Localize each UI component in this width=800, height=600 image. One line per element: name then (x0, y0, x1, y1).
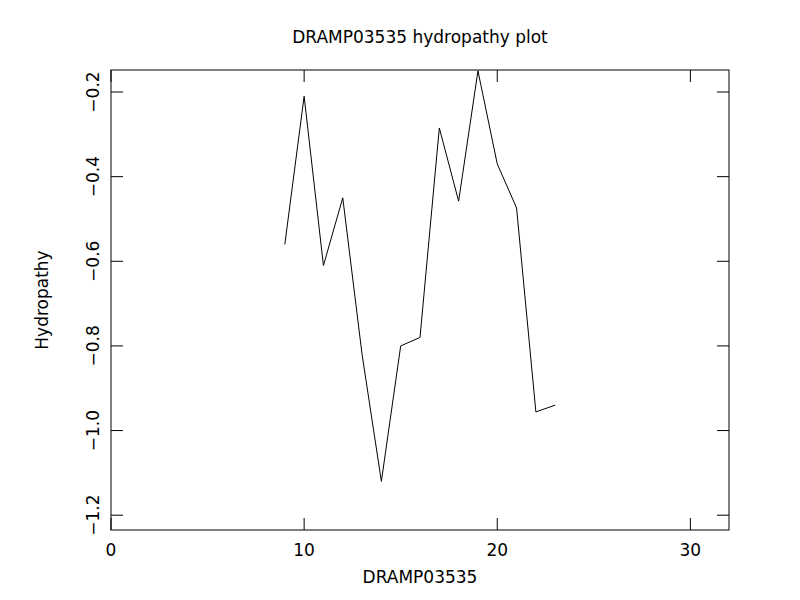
chart: 0 10 20 30 −0.2 −0.4 −0.6 −0.8 −1.0 −1.2 DRAMP0353… (0, 0, 800, 600)
y-tick (717, 430, 729, 431)
x-tick-label: 0 (106, 540, 117, 560)
y-tick (717, 92, 729, 93)
plot-area (285, 71, 555, 481)
y-tick (717, 261, 729, 262)
y-axis-label: Hydropathy (32, 250, 52, 349)
y-tick-label: −1.2 (83, 495, 103, 536)
y-tick-label: −0.4 (83, 156, 103, 197)
x-tick (690, 70, 691, 82)
y-tick-label: −0.2 (83, 71, 103, 112)
y-tick-label: −1.0 (83, 410, 103, 451)
x-tick (690, 518, 691, 530)
y-tick (111, 430, 123, 431)
y-tick-label: −0.8 (83, 325, 103, 366)
y-tick (111, 345, 123, 346)
x-tick (497, 518, 498, 530)
x-tick-label: 30 (680, 540, 702, 560)
x-tick (111, 518, 112, 530)
hydropathy-line (285, 71, 555, 481)
chart-title: DRAMP03535 hydropathy plot (292, 27, 548, 47)
chart-root: 0 10 20 30 −0.2 −0.4 −0.6 −0.8 −1.0 −1.2 DRAMP0353… (0, 0, 800, 600)
x-tick (111, 70, 112, 82)
x-tick-label: 10 (293, 540, 315, 560)
y-tick (111, 92, 123, 93)
y-tick (717, 345, 729, 346)
x-tick (304, 70, 305, 82)
x-tick-label: 20 (486, 540, 508, 560)
y-tick-label: −0.6 (83, 241, 103, 282)
x-tick (497, 70, 498, 82)
y-tick (111, 261, 123, 262)
x-tick (304, 518, 305, 530)
y-tick (717, 176, 729, 177)
plot-frame (111, 70, 729, 530)
y-tick (111, 176, 123, 177)
y-tick (111, 515, 123, 516)
x-axis-label: DRAMP03535 (363, 567, 478, 587)
y-tick (717, 515, 729, 516)
